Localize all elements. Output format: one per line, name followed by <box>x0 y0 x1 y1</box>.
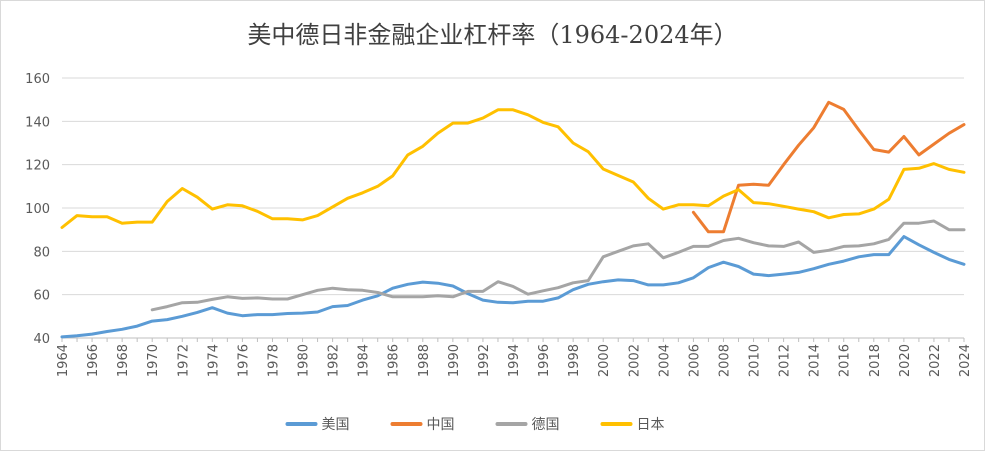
series-line-德国 <box>150 219 966 312</box>
x-tick-label: 1966 <box>86 344 101 377</box>
y-tick-label: 40 <box>33 332 50 347</box>
x-tick-label: 1986 <box>387 344 402 377</box>
x-tick-label: 1978 <box>266 344 281 377</box>
x-tick-label: 2006 <box>687 344 702 377</box>
series-line-日本 <box>60 108 966 229</box>
x-tick-label: 1964 <box>56 344 71 377</box>
x-tick-label: 2010 <box>748 344 763 377</box>
x-tick-label: 1992 <box>477 344 492 377</box>
x-tick-label: 2012 <box>778 344 793 377</box>
legend-label: 日本 <box>637 417 665 433</box>
y-tick-label: 60 <box>33 289 50 304</box>
x-tick-label: 1990 <box>447 344 462 377</box>
x-tick-label: 2020 <box>898 344 913 377</box>
x-tick-label: 1982 <box>327 344 342 377</box>
x-tick-label: 2024 <box>958 344 973 377</box>
legend-label: 美国 <box>322 417 350 433</box>
x-tick-label: 2004 <box>657 344 672 377</box>
y-tick-label: 100 <box>25 202 50 217</box>
x-tick-label: 1976 <box>236 344 251 377</box>
x-tick-label: 1984 <box>357 344 372 377</box>
x-tick-label: 1980 <box>297 344 312 377</box>
x-tick-label: 2008 <box>717 344 732 377</box>
x-tick-label: 2014 <box>808 344 823 377</box>
legend-label: 中国 <box>427 417 455 433</box>
x-tick-label: 2016 <box>838 344 853 377</box>
x-tick-label: 1974 <box>206 344 221 377</box>
x-tick-label: 1970 <box>146 344 161 377</box>
x-tick-label: 2022 <box>928 344 943 377</box>
x-tick-label: 2000 <box>597 344 612 377</box>
series-line-美国 <box>60 235 966 339</box>
series-line-中国 <box>691 100 966 234</box>
x-tick-label: 1998 <box>567 344 582 377</box>
x-tick-label: 1968 <box>116 344 131 377</box>
chart-title: 美中德日非金融企业杠杆率（1964-2024年） <box>247 21 738 49</box>
y-tick-label: 160 <box>25 72 50 87</box>
x-tick-label: 2002 <box>627 344 642 377</box>
x-tick-label: 2018 <box>868 344 883 377</box>
legend-label: 德国 <box>532 417 560 433</box>
y-tick-label: 120 <box>25 159 50 174</box>
x-tick-label: 1972 <box>176 344 191 377</box>
y-tick-label: 80 <box>33 245 50 260</box>
y-tick-label: 140 <box>25 115 50 130</box>
x-tick-label: 1988 <box>417 344 432 377</box>
x-tick-label: 1996 <box>537 344 552 377</box>
x-tick-label: 1994 <box>507 344 522 377</box>
